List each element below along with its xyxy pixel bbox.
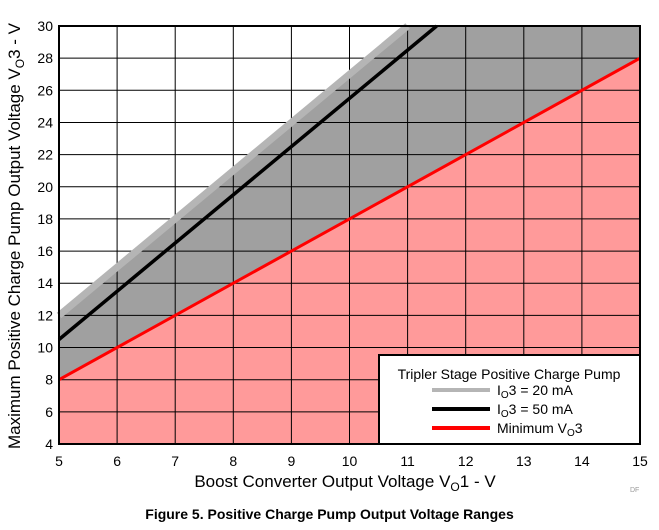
- x-tick-label: 7: [171, 453, 179, 469]
- x-tick-label: 9: [288, 453, 296, 469]
- y-axis-title: Maximum Positive Charge Pump Output Volt…: [5, 22, 27, 449]
- chart-svg: 5 6 7 8 9 10 11 12 13 14 15 4 6 8 10 12 14 16 18 20 22 24 26 2…: [5, 18, 648, 494]
- plot-frame: [58, 25, 641, 445]
- io20-line: [56, 23, 410, 319]
- io50-line: [57, 24, 438, 341]
- minimum-vo3-line: [58, 56, 641, 382]
- y-tick-label: 14: [37, 275, 53, 291]
- y-tick-label: 20: [37, 179, 53, 195]
- y-tick-label: 12: [37, 307, 53, 323]
- series-lines: [56, 23, 641, 382]
- legend: Tripler Stage Positive Charge Pump IO3 =…: [378, 354, 641, 445]
- x-tick-label: 12: [458, 453, 474, 469]
- y-tick-label: 24: [37, 114, 53, 130]
- y-tick-label: 4: [45, 436, 53, 452]
- y-tick-label: 10: [37, 340, 53, 356]
- legend-label-io20: IO3 = 20 mA: [497, 382, 574, 401]
- watermark-text: DF: [630, 487, 640, 494]
- y-tick-label: 22: [37, 147, 53, 163]
- y-tick-label: 18: [37, 211, 53, 227]
- x-axis-title: Boost Converter Output Voltage VO1 - V: [194, 472, 496, 494]
- y-tick-labels: 4 6 8 10 12 14 16 18 20 22 24 26 28 30: [37, 18, 53, 452]
- y-tick-label: 8: [45, 372, 53, 388]
- y-tick-label: 16: [37, 243, 53, 259]
- figure-caption: Figure 5. Positive Charge Pump Output Vo…: [145, 506, 514, 522]
- x-tick-label: 14: [574, 453, 590, 469]
- x-tick-label: 11: [400, 453, 415, 469]
- y-tick-label: 28: [37, 50, 53, 66]
- x-tick-label: 13: [516, 453, 532, 469]
- x-tick-label: 10: [342, 453, 358, 469]
- legend-box: [378, 354, 641, 445]
- legend-label-io50: IO3 = 50 mA: [497, 401, 574, 420]
- y-tick-label: 26: [37, 82, 53, 98]
- x-tick-label: 8: [229, 453, 237, 469]
- x-tick-labels: 5 6 7 8 9 10 11 12 13 14 15: [55, 453, 648, 469]
- x-tick-label: 6: [113, 453, 121, 469]
- legend-title: Tripler Stage Positive Charge Pump: [398, 366, 621, 382]
- x-tick-label: 5: [55, 453, 63, 469]
- x-tick-label: 15: [632, 453, 648, 469]
- y-tick-label: 30: [37, 18, 53, 34]
- y-tick-label: 6: [45, 404, 53, 420]
- legend-label-min: Minimum VO3: [497, 420, 583, 439]
